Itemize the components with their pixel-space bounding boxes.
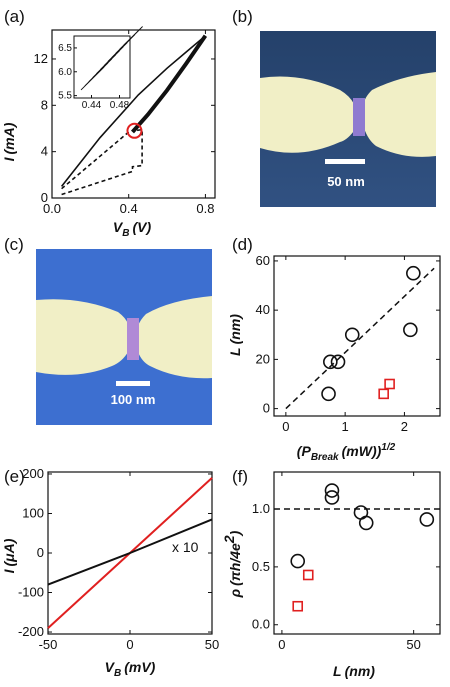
plot-frame bbox=[273, 255, 441, 417]
x-tick-label: 0 bbox=[282, 419, 289, 434]
panel-b: (b) 50 nm bbox=[232, 7, 436, 207]
ylabel-e: I(μA) bbox=[1, 538, 17, 573]
x-tick-label: 0.0 bbox=[43, 201, 61, 216]
ylabel-a: I(mA) bbox=[1, 122, 17, 161]
x-tick-label: 0.4 bbox=[120, 201, 138, 216]
panel-a: (a) 0.0 0.4 0.8 0 4 8 12 0.44 0.48 5.5 6.0 6.5 I(mA… bbox=[1, 7, 216, 239]
iv-curve-2 bbox=[131, 34, 208, 134]
data-point-circle bbox=[290, 553, 306, 569]
x-tick-label: 50 bbox=[205, 637, 219, 652]
y-tick-label: 0 bbox=[41, 190, 48, 205]
panel-label-b: (b) bbox=[232, 7, 253, 26]
inset-y-tick-label: 6.5 bbox=[58, 43, 72, 54]
x-tick-label: 0 bbox=[126, 637, 133, 652]
y-tick-label: 20 bbox=[256, 351, 270, 366]
y-tick-label: 40 bbox=[256, 302, 270, 317]
inset-x-tick-label: 0.44 bbox=[82, 100, 102, 111]
panel-c: (c) 100 nm bbox=[4, 235, 212, 425]
data-point-square bbox=[292, 600, 304, 612]
sem-image-c: 100 nm bbox=[36, 249, 212, 425]
y-tick-label: -200 bbox=[18, 624, 44, 639]
data-point-circle bbox=[419, 512, 435, 527]
breakpoint-marker bbox=[126, 122, 143, 139]
fit-line bbox=[285, 267, 435, 410]
x-tick-label: 2 bbox=[401, 419, 408, 434]
inset-y-tick-label: 5.5 bbox=[58, 91, 72, 102]
x-tick-label: 0 bbox=[278, 637, 285, 652]
data-point-circle bbox=[324, 483, 340, 498]
y-tick-label: 1.0 bbox=[252, 501, 270, 516]
plot-e: -50 0 50 -200 -100 0 100 200 x 10 bbox=[18, 466, 219, 652]
y-tick-label: 200 bbox=[22, 466, 44, 481]
data-point-square bbox=[384, 378, 395, 390]
iv-curve-4 bbox=[61, 131, 130, 190]
data-point-circle bbox=[324, 490, 340, 505]
data-point-circle bbox=[358, 515, 374, 531]
panel-label-c: (c) bbox=[4, 235, 24, 254]
plot-f: 0 50 0.0 0.5 1.0 bbox=[252, 471, 441, 652]
y-tick-label: 12 bbox=[34, 51, 48, 66]
scale-bar-c-label: 100 nm bbox=[111, 392, 156, 407]
panel-f: (f) 0 50 0.0 0.5 1.0 ρ(πh/4e2) L (nm) bbox=[221, 467, 441, 679]
sem-image-b: 50 nm bbox=[260, 31, 436, 207]
xlabel-a: VB (V) bbox=[113, 219, 152, 239]
xlabel-e: VB (mV) bbox=[105, 659, 156, 679]
iv-curve-3 bbox=[61, 128, 143, 196]
y-tick-label: 0 bbox=[37, 545, 44, 560]
y-tick-label: 4 bbox=[41, 144, 48, 159]
y-tick-label: 100 bbox=[22, 505, 44, 520]
panel-e: (e) -50 0 50 -200 -100 0 100 200 x 10 I(μA) VB (m… bbox=[1, 466, 219, 679]
iv-curve-1 bbox=[60, 35, 206, 187]
data-point-circle bbox=[323, 354, 338, 370]
data-point-square bbox=[378, 388, 389, 400]
y-tick-label: 0.5 bbox=[252, 559, 270, 574]
y-tick-label: 0 bbox=[263, 401, 270, 416]
inset-x-tick-label: 0.48 bbox=[110, 100, 130, 111]
scale-bar-b-label: 50 nm bbox=[327, 174, 365, 189]
panel-label-f: (f) bbox=[232, 467, 248, 486]
data-point-circle bbox=[321, 386, 336, 402]
data-point-circle bbox=[403, 322, 418, 338]
plot-frame bbox=[273, 471, 441, 635]
data-point-square bbox=[302, 569, 314, 581]
panel-label-a: (a) bbox=[4, 7, 25, 26]
panel-label-e: (e) bbox=[4, 467, 25, 486]
data-point-circle bbox=[406, 265, 421, 281]
x-tick-label: 50 bbox=[406, 637, 420, 652]
plot-a: 0.0 0.4 0.8 0 4 8 12 0.44 0.48 5.5 6.0 6.5 bbox=[34, 26, 216, 216]
data-point-circle bbox=[330, 354, 346, 370]
scale-annotation: x 10 bbox=[172, 539, 199, 555]
y-tick-label: -100 bbox=[18, 585, 44, 600]
y-tick-label: 8 bbox=[41, 97, 48, 112]
iv-line-2 bbox=[47, 518, 213, 586]
xlabel-f: L (nm) bbox=[333, 663, 375, 679]
scale-bar-b bbox=[325, 159, 365, 164]
data-point-circle bbox=[344, 327, 360, 343]
inset-y-tick-label: 6.0 bbox=[58, 67, 72, 78]
y-tick-label: 60 bbox=[256, 253, 270, 268]
x-tick-label: 0.8 bbox=[196, 201, 214, 216]
xlabel-d: (PBreak (mW))1/2 bbox=[297, 442, 396, 463]
plot-frame bbox=[51, 29, 216, 199]
panel-label-d: (d) bbox=[232, 235, 253, 254]
scale-bar-c bbox=[116, 381, 150, 386]
inset-trace bbox=[80, 26, 143, 91]
x-tick-label: 1 bbox=[342, 419, 349, 434]
ylabel-d: L(nm) bbox=[227, 314, 243, 356]
y-tick-label: 0.0 bbox=[252, 617, 270, 632]
ylabel-f: ρ(πh/4e2) bbox=[221, 530, 243, 598]
x-tick-label: -50 bbox=[39, 637, 58, 652]
